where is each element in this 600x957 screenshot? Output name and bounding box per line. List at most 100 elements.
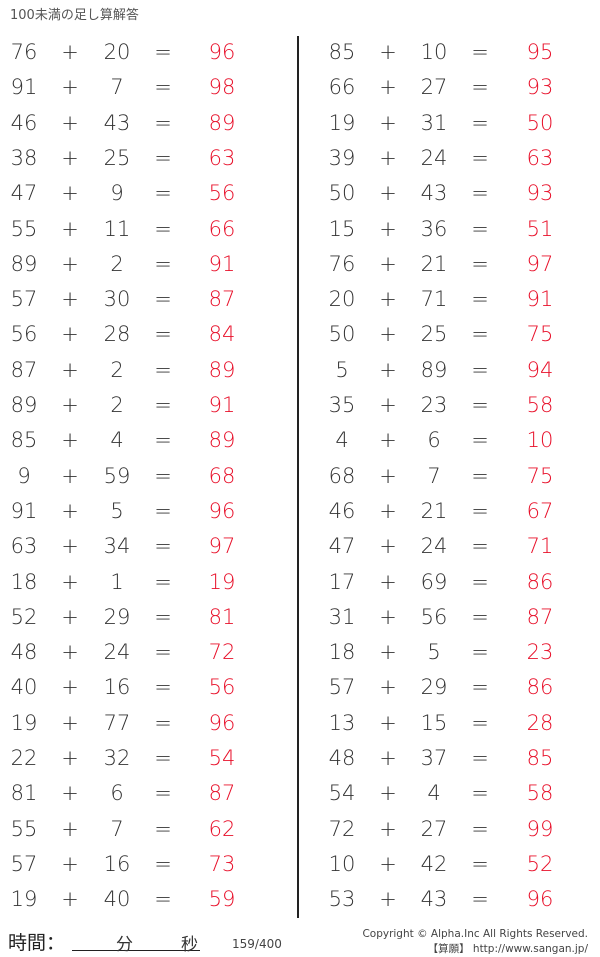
addend-a: 57 bbox=[328, 675, 356, 700]
problem-row: 46 +21 = 67 bbox=[0, 495, 554, 530]
answer: 71 bbox=[526, 534, 554, 559]
problem-row: 47 +24 = 71 bbox=[0, 530, 554, 565]
addend-a: 63 bbox=[10, 534, 38, 559]
addend-a: 85 bbox=[10, 428, 38, 453]
addend-b: 59 bbox=[103, 463, 131, 488]
plus-sign: + bbox=[379, 216, 397, 241]
equals-sign: = bbox=[471, 322, 489, 347]
problem-row: 17 +69 = 86 bbox=[0, 566, 554, 601]
addend-a: 91 bbox=[10, 498, 38, 523]
problem-row: 89 +2 = 91 bbox=[0, 389, 300, 424]
problem-row: 19 +31 = 50 bbox=[0, 107, 554, 142]
addend-b: 25 bbox=[420, 322, 448, 347]
addend-a: 38 bbox=[10, 145, 38, 170]
plus-sign: + bbox=[61, 640, 79, 665]
plus-sign: + bbox=[379, 746, 397, 770]
equals-sign: = bbox=[471, 569, 489, 594]
answer: 56 bbox=[208, 181, 236, 206]
plus-sign: + bbox=[61, 40, 79, 64]
plus-sign: + bbox=[379, 393, 397, 417]
addend-b: 28 bbox=[103, 322, 131, 347]
answer: 91 bbox=[526, 287, 554, 312]
equals-sign: = bbox=[471, 887, 489, 912]
plus-sign: + bbox=[61, 887, 79, 912]
problem-row: 38 +25 = 63 bbox=[0, 142, 300, 177]
equals-sign: = bbox=[471, 781, 489, 806]
answer: 89 bbox=[208, 357, 236, 382]
plus-sign: + bbox=[379, 640, 397, 665]
equals-sign: = bbox=[154, 357, 172, 382]
problem-row: 81 +6 = 87 bbox=[0, 777, 300, 812]
addend-b: 5 bbox=[110, 498, 124, 523]
plus-sign: + bbox=[61, 710, 79, 735]
answer: 87 bbox=[526, 604, 554, 629]
plus-sign: + bbox=[61, 110, 79, 135]
addend-b: 11 bbox=[103, 216, 131, 241]
answer: 96 bbox=[208, 40, 236, 64]
addend-b: 24 bbox=[420, 534, 448, 559]
answer: 87 bbox=[208, 781, 236, 806]
equals-sign: = bbox=[154, 851, 172, 876]
problem-row: 31 +56 = 87 bbox=[0, 601, 554, 636]
problem-row: 5 +89 = 94 bbox=[0, 354, 553, 389]
equals-sign: = bbox=[154, 40, 172, 64]
plus-sign: + bbox=[379, 534, 397, 559]
plus-sign: + bbox=[61, 816, 79, 841]
addend-b: 1 bbox=[110, 569, 124, 594]
plus-sign: + bbox=[61, 393, 79, 417]
answer: 58 bbox=[526, 393, 554, 417]
equals-sign: = bbox=[154, 710, 172, 735]
equals-sign: = bbox=[154, 145, 172, 170]
addend-a: 19 bbox=[10, 887, 38, 912]
copyright-text: Copyright © Alpha.Inc All Rights Reserve… bbox=[362, 928, 588, 940]
addend-b: 4 bbox=[427, 781, 441, 806]
problem-row: 19 +77 = 96 bbox=[0, 707, 300, 742]
equals-sign: = bbox=[471, 428, 489, 453]
addend-a: 10 bbox=[328, 851, 356, 876]
plus-sign: + bbox=[61, 851, 79, 876]
addend-a: 81 bbox=[10, 781, 38, 806]
equals-sign: = bbox=[154, 287, 172, 312]
problem-row: 9 +59 = 68 bbox=[0, 460, 300, 495]
addend-b: 77 bbox=[103, 710, 131, 735]
addend-a: 76 bbox=[10, 40, 38, 64]
plus-sign: + bbox=[61, 322, 79, 347]
addend-b: 40 bbox=[103, 887, 131, 912]
addend-b: 43 bbox=[103, 110, 131, 135]
plus-sign: + bbox=[379, 287, 397, 312]
addend-a: 57 bbox=[10, 851, 38, 876]
answer: 93 bbox=[526, 181, 554, 206]
problem-row: 91 +7 = 98 bbox=[0, 71, 300, 106]
addend-b: 42 bbox=[420, 851, 448, 876]
answer: 84 bbox=[208, 322, 236, 347]
addend-b: 2 bbox=[110, 393, 124, 417]
addend-b: 43 bbox=[420, 181, 448, 206]
answer: 54 bbox=[208, 746, 236, 770]
problem-row: 4 +6 = 10 bbox=[0, 424, 553, 459]
problem-row: 50 +25 = 75 bbox=[0, 318, 554, 353]
answer: 81 bbox=[208, 604, 236, 629]
problem-row: 40 +16 = 56 bbox=[0, 671, 300, 706]
addend-b: 21 bbox=[420, 498, 448, 523]
addend-a: 46 bbox=[10, 110, 38, 135]
addend-b: 27 bbox=[420, 75, 448, 100]
addend-a: 18 bbox=[328, 640, 356, 665]
problem-row: 55 +7 = 62 bbox=[0, 813, 300, 848]
copyright: Copyright © Alpha.Inc All Rights Reserve… bbox=[362, 927, 588, 957]
answer: 93 bbox=[526, 75, 554, 100]
equals-sign: = bbox=[154, 816, 172, 841]
plus-sign: + bbox=[61, 746, 79, 770]
plus-sign: + bbox=[379, 498, 397, 523]
answer: 87 bbox=[208, 287, 236, 312]
equals-sign: = bbox=[471, 216, 489, 241]
addend-a: 53 bbox=[328, 887, 356, 912]
plus-sign: + bbox=[61, 498, 79, 523]
addend-b: 23 bbox=[420, 393, 448, 417]
problem-row: 54 +4 = 58 bbox=[0, 777, 554, 812]
equals-sign: = bbox=[471, 251, 489, 276]
plus-sign: + bbox=[61, 463, 79, 488]
plus-sign: + bbox=[379, 110, 397, 135]
plus-sign: + bbox=[379, 357, 397, 382]
addend-b: 20 bbox=[103, 40, 131, 64]
equals-sign: = bbox=[154, 675, 172, 700]
